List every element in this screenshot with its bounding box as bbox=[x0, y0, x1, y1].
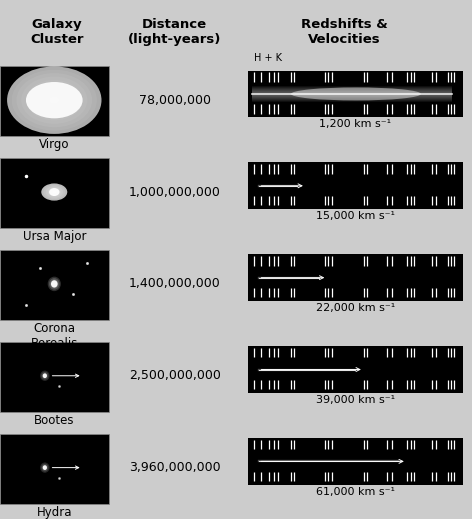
Ellipse shape bbox=[42, 184, 67, 201]
Circle shape bbox=[42, 465, 47, 470]
Text: Redshifts &
Velocities: Redshifts & Velocities bbox=[301, 18, 388, 46]
FancyBboxPatch shape bbox=[252, 93, 452, 95]
Text: Galaxy
Cluster: Galaxy Cluster bbox=[30, 18, 84, 46]
Circle shape bbox=[51, 280, 58, 288]
Circle shape bbox=[42, 374, 47, 378]
Ellipse shape bbox=[50, 189, 59, 195]
Text: H + K: H + K bbox=[254, 53, 282, 63]
Text: 1,400,000,000: 1,400,000,000 bbox=[129, 277, 220, 291]
Circle shape bbox=[53, 282, 56, 285]
FancyBboxPatch shape bbox=[0, 66, 109, 136]
Circle shape bbox=[51, 281, 57, 287]
Ellipse shape bbox=[17, 73, 92, 127]
Text: Distance
(light-years): Distance (light-years) bbox=[128, 18, 221, 46]
Ellipse shape bbox=[7, 66, 101, 134]
FancyBboxPatch shape bbox=[248, 254, 463, 301]
Circle shape bbox=[42, 465, 47, 470]
FancyBboxPatch shape bbox=[252, 90, 452, 98]
Circle shape bbox=[40, 371, 50, 381]
Text: Bootes: Bootes bbox=[34, 414, 75, 427]
Text: 22,000 km s⁻¹: 22,000 km s⁻¹ bbox=[316, 303, 395, 313]
Circle shape bbox=[40, 462, 50, 473]
Ellipse shape bbox=[12, 70, 97, 131]
FancyBboxPatch shape bbox=[252, 92, 452, 96]
Circle shape bbox=[42, 464, 49, 471]
FancyBboxPatch shape bbox=[252, 87, 452, 101]
Text: 61,000 km s⁻¹: 61,000 km s⁻¹ bbox=[316, 487, 395, 497]
Text: 78,000,000: 78,000,000 bbox=[139, 93, 211, 107]
FancyBboxPatch shape bbox=[248, 162, 463, 209]
FancyBboxPatch shape bbox=[248, 438, 463, 485]
Circle shape bbox=[44, 374, 46, 377]
Text: 2,500,000,000: 2,500,000,000 bbox=[129, 369, 220, 383]
Circle shape bbox=[48, 277, 61, 291]
Text: Corona
Borealis: Corona Borealis bbox=[31, 322, 78, 350]
FancyBboxPatch shape bbox=[0, 158, 109, 228]
Ellipse shape bbox=[7, 66, 101, 134]
FancyBboxPatch shape bbox=[0, 250, 109, 320]
Circle shape bbox=[42, 373, 47, 378]
Ellipse shape bbox=[48, 188, 61, 196]
FancyBboxPatch shape bbox=[248, 71, 463, 117]
Ellipse shape bbox=[42, 184, 67, 201]
FancyBboxPatch shape bbox=[0, 434, 109, 504]
Circle shape bbox=[42, 372, 49, 380]
Ellipse shape bbox=[52, 190, 57, 194]
Text: Hydra: Hydra bbox=[36, 506, 72, 518]
FancyBboxPatch shape bbox=[252, 88, 452, 100]
Ellipse shape bbox=[21, 77, 87, 124]
Ellipse shape bbox=[291, 87, 421, 101]
FancyBboxPatch shape bbox=[252, 89, 452, 99]
Text: 15,000 km s⁻¹: 15,000 km s⁻¹ bbox=[316, 211, 395, 221]
Circle shape bbox=[51, 280, 58, 288]
Circle shape bbox=[49, 278, 59, 290]
Text: 3,960,000,000: 3,960,000,000 bbox=[129, 461, 220, 474]
Circle shape bbox=[44, 466, 46, 469]
Ellipse shape bbox=[46, 186, 63, 198]
FancyBboxPatch shape bbox=[0, 342, 109, 412]
FancyBboxPatch shape bbox=[252, 86, 452, 102]
Text: 1,200 km s⁻¹: 1,200 km s⁻¹ bbox=[319, 119, 391, 129]
Text: Virgo: Virgo bbox=[39, 138, 69, 151]
FancyBboxPatch shape bbox=[252, 91, 452, 97]
FancyBboxPatch shape bbox=[248, 346, 463, 393]
Ellipse shape bbox=[26, 82, 83, 118]
Ellipse shape bbox=[43, 185, 65, 199]
Ellipse shape bbox=[49, 188, 59, 196]
Text: 39,000 km s⁻¹: 39,000 km s⁻¹ bbox=[316, 395, 395, 405]
Text: Ursa Major: Ursa Major bbox=[23, 230, 86, 243]
Text: 1,000,000,000: 1,000,000,000 bbox=[129, 185, 220, 199]
